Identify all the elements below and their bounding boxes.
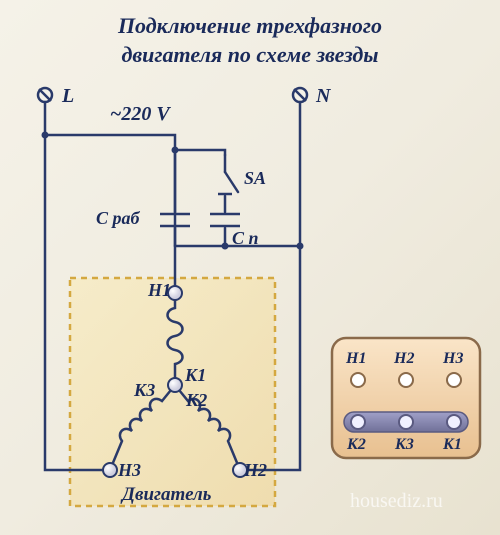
- tb-H1: Н1: [346, 350, 366, 368]
- capacitor-cn: [210, 214, 240, 226]
- tb-K2: К2: [347, 436, 366, 454]
- tb-H2: Н2: [394, 350, 414, 368]
- watermark: housediz.ru: [350, 490, 443, 513]
- label-motor: Двигатель: [122, 484, 211, 506]
- label-Cn: С п: [232, 228, 259, 249]
- label-Crab: С раб: [96, 208, 140, 229]
- label-N: N: [316, 85, 330, 108]
- label-K2: К2: [186, 390, 207, 411]
- label-L: L: [62, 85, 74, 108]
- tb-K3: К3: [395, 436, 414, 454]
- label-H1: Н1: [148, 280, 171, 301]
- label-SA: SA: [244, 168, 266, 189]
- label-H2: Н2: [244, 460, 267, 481]
- label-K1: К1: [185, 365, 206, 386]
- label-K3: К3: [134, 380, 155, 401]
- tb-K1: К1: [443, 436, 462, 454]
- label-voltage: ~220 V: [110, 103, 170, 126]
- tb-H3: Н3: [443, 350, 463, 368]
- label-H3: Н3: [118, 460, 141, 481]
- circuit-diagram: [0, 0, 500, 535]
